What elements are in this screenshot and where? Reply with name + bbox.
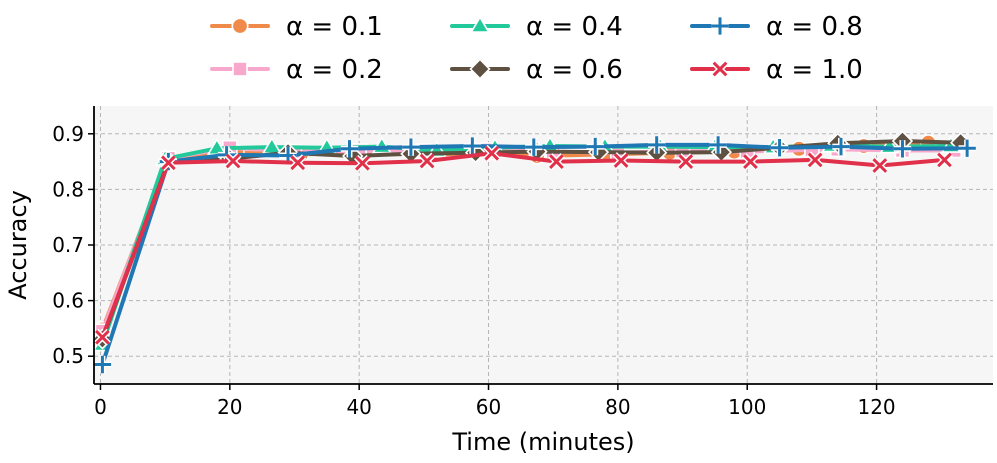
y-tick-label-0: 0.5 (52, 344, 84, 368)
series-4-point-5 (402, 138, 420, 156)
series-5-point-6 (483, 144, 501, 162)
series-5-point-4 (353, 154, 371, 172)
legend-item-5: α = 1.0 (690, 55, 863, 85)
grid-lines (94, 106, 993, 384)
legend-label-3: α = 0.6 (526, 55, 623, 85)
x-tick-label-2: 40 (346, 395, 371, 419)
series-4 (93, 136, 976, 374)
y-axis-label: Accuracy (4, 190, 32, 300)
series-5-point-12 (871, 157, 889, 174)
y-tick-label-2: 0.7 (52, 233, 84, 257)
series-4-point-0 (93, 355, 112, 374)
legend-item-4: α = 0.8 (690, 12, 863, 42)
y-tick-label-1: 0.6 (52, 289, 84, 313)
legend-marker-4 (711, 17, 729, 35)
legend-marker-0 (231, 17, 249, 35)
legend-label-2: α = 0.4 (526, 12, 623, 42)
series-4-point-14 (958, 139, 976, 157)
legend-item-0: α = 0.1 (210, 12, 383, 42)
series-line-5 (100, 151, 947, 340)
series-5-point-8 (612, 152, 630, 169)
x-tick-label-4: 80 (605, 395, 630, 419)
legend-marker-2 (469, 15, 491, 33)
series-4-point-6 (463, 137, 482, 155)
series-4-point-9 (648, 136, 666, 154)
series-4-point-11 (770, 139, 789, 157)
series-5-point-2 (224, 152, 242, 170)
legend-item-3: α = 0.6 (450, 55, 623, 85)
series-5-point-5 (418, 152, 436, 170)
series-5-point-7 (548, 153, 565, 171)
legend-marker-3 (469, 58, 491, 80)
x-tick-label-1: 20 (217, 395, 242, 419)
series-4-point-12 (832, 137, 850, 156)
legend-item-2: α = 0.4 (450, 12, 623, 42)
legend-marker-1 (232, 61, 248, 77)
x-tick-label-6: 120 (857, 395, 895, 419)
x-axis-label: Time (minutes) (451, 428, 634, 456)
series-4-point-4 (340, 140, 359, 158)
series-4-point-7 (525, 138, 543, 156)
series-4-point-10 (709, 136, 727, 154)
series-4-point-8 (586, 137, 604, 156)
series-5 (93, 144, 953, 346)
series-5-point-1 (159, 154, 177, 172)
legend-label-0: α = 0.1 (286, 12, 383, 42)
x-tick-label-0: 0 (94, 395, 107, 419)
legend-label-5: α = 1.0 (766, 55, 863, 85)
legend-marker-5 (711, 60, 729, 78)
x-tick-label-5: 100 (728, 395, 766, 419)
x-tick-label-3: 60 (476, 395, 501, 419)
series-4-point-13 (893, 140, 912, 158)
y-tick-label-3: 0.8 (52, 177, 84, 201)
series-5-point-0 (93, 328, 111, 346)
series-5-point-13 (936, 151, 953, 169)
legend-label-1: α = 0.2 (286, 55, 383, 85)
series-5-point-9 (677, 153, 695, 171)
legend-item-1: α = 0.2 (210, 55, 383, 85)
y-tick-label-4: 0.9 (52, 122, 84, 146)
legend: α = 0.1 α = 0.2 α = 0.4 α = 0.6 α = 0.8 α = 1… (210, 12, 863, 85)
series-5-point-10 (742, 153, 759, 171)
tick-labels: 0 20 40 60 80 100 120 0.5 0.6 0.7 0.8 0.9 (52, 122, 895, 419)
legend-label-4: α = 0.8 (766, 12, 863, 42)
series-5-point-11 (806, 151, 824, 169)
series-5-point-3 (289, 154, 307, 172)
series-layer (91, 130, 976, 374)
